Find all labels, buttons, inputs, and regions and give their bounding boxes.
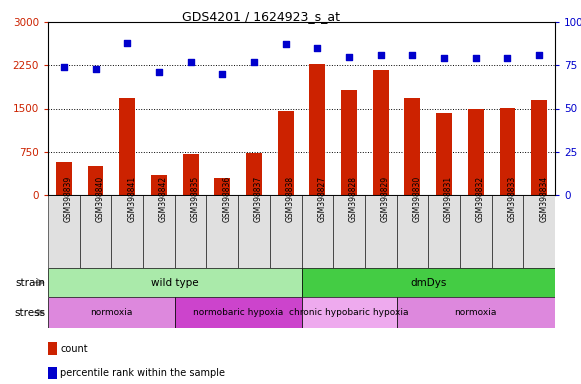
- Text: dmDys: dmDys: [410, 278, 446, 288]
- Text: GSM398833: GSM398833: [507, 175, 517, 222]
- Bar: [436, 113, 452, 195]
- Bar: [278, 111, 293, 195]
- Point: [218, 71, 227, 77]
- Point: [249, 59, 259, 65]
- Text: GSM398837: GSM398837: [254, 175, 263, 222]
- Bar: [373, 70, 389, 195]
- Text: GSM398834: GSM398834: [539, 175, 548, 222]
- Bar: [214, 178, 230, 195]
- Bar: [404, 98, 420, 195]
- Bar: [302, 195, 333, 268]
- Text: stress: stress: [14, 308, 45, 318]
- Point: [439, 55, 449, 61]
- Bar: [428, 195, 460, 268]
- Bar: [341, 90, 357, 195]
- Bar: [206, 195, 238, 268]
- Point: [503, 55, 512, 61]
- Bar: [397, 297, 555, 328]
- Point: [345, 53, 354, 60]
- Text: chronic hypobaric hypoxia: chronic hypobaric hypoxia: [289, 308, 409, 317]
- Point: [281, 41, 290, 48]
- Bar: [112, 195, 143, 268]
- Text: percentile rank within the sample: percentile rank within the sample: [60, 368, 225, 378]
- Point: [471, 55, 480, 61]
- Text: strain: strain: [15, 278, 45, 288]
- Point: [535, 52, 544, 58]
- Text: wild type: wild type: [151, 278, 199, 288]
- Bar: [119, 98, 135, 195]
- Bar: [48, 297, 175, 328]
- Point: [123, 40, 132, 46]
- Bar: [270, 195, 302, 268]
- Point: [155, 69, 164, 75]
- Point: [59, 64, 69, 70]
- Text: GSM398842: GSM398842: [159, 175, 168, 222]
- Text: GSM398832: GSM398832: [476, 175, 485, 222]
- Bar: [88, 166, 103, 195]
- Point: [186, 59, 195, 65]
- Text: GSM398836: GSM398836: [223, 175, 231, 222]
- Bar: [246, 154, 262, 195]
- Point: [91, 66, 100, 72]
- Bar: [531, 101, 547, 195]
- Bar: [460, 195, 492, 268]
- Bar: [151, 175, 167, 195]
- Text: GSM398835: GSM398835: [191, 175, 200, 222]
- Bar: [492, 195, 523, 268]
- Bar: [48, 367, 57, 379]
- Bar: [175, 195, 206, 268]
- Bar: [468, 109, 484, 195]
- Bar: [302, 297, 397, 328]
- Text: count: count: [60, 344, 88, 354]
- Text: GSM398829: GSM398829: [381, 175, 390, 222]
- Bar: [302, 268, 555, 297]
- Point: [313, 45, 322, 51]
- Bar: [80, 195, 112, 268]
- Text: GSM398841: GSM398841: [127, 175, 136, 222]
- Text: normoxia: normoxia: [90, 308, 132, 317]
- Bar: [56, 162, 72, 195]
- Bar: [365, 195, 397, 268]
- Bar: [500, 108, 515, 195]
- Text: GSM398831: GSM398831: [444, 175, 453, 222]
- Text: GSM398830: GSM398830: [413, 175, 421, 222]
- Bar: [238, 195, 270, 268]
- Text: normobaric hypoxia: normobaric hypoxia: [193, 308, 284, 317]
- Bar: [310, 64, 325, 195]
- Text: GSM398840: GSM398840: [95, 175, 105, 222]
- Text: GSM398828: GSM398828: [349, 175, 358, 222]
- Text: GSM398839: GSM398839: [64, 175, 73, 222]
- Text: normoxia: normoxia: [454, 308, 497, 317]
- Text: GDS4201 / 1624923_s_at: GDS4201 / 1624923_s_at: [182, 10, 340, 23]
- Bar: [48, 195, 80, 268]
- Bar: [143, 195, 175, 268]
- Bar: [333, 195, 365, 268]
- Bar: [397, 195, 428, 268]
- Text: GSM398838: GSM398838: [286, 175, 295, 222]
- Point: [376, 52, 385, 58]
- Bar: [48, 268, 302, 297]
- Point: [408, 52, 417, 58]
- Bar: [523, 195, 555, 268]
- Bar: [182, 154, 199, 195]
- Bar: [48, 343, 57, 354]
- Bar: [175, 297, 302, 328]
- Text: GSM398827: GSM398827: [317, 175, 327, 222]
